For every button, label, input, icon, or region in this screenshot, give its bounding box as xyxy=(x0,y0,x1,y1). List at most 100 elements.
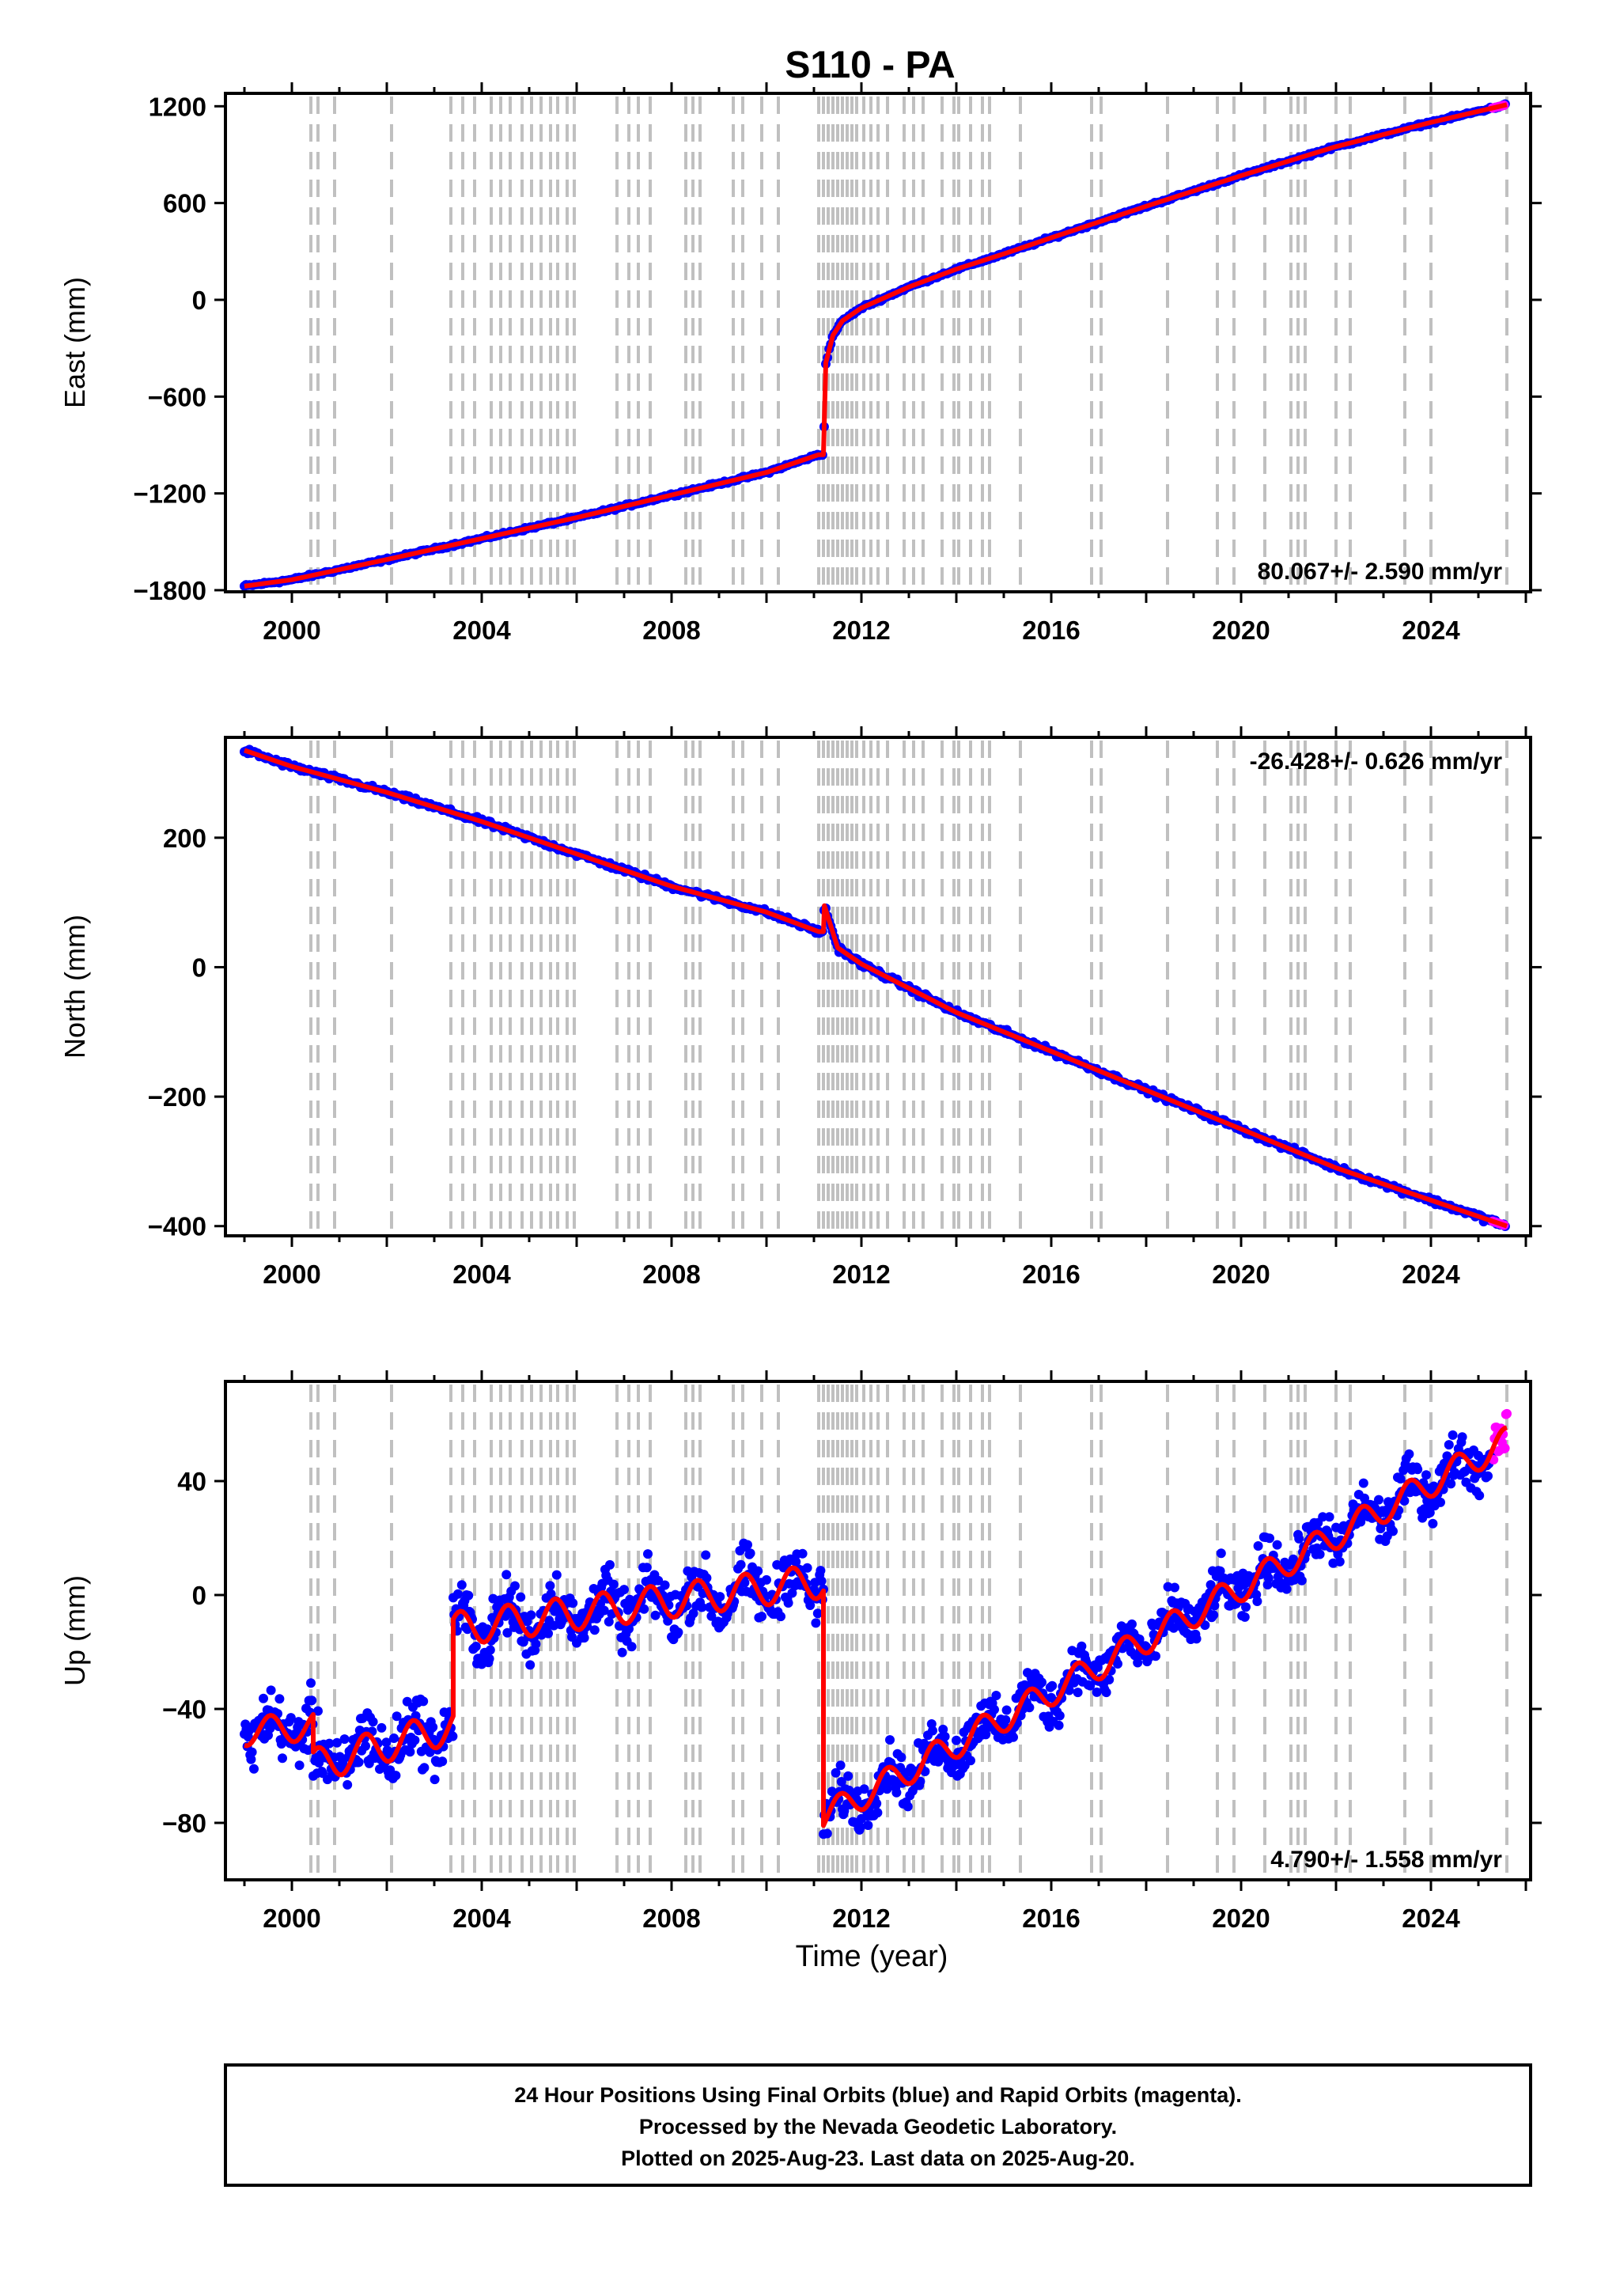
x-tick-label: 2004 xyxy=(452,1260,511,1289)
data-point xyxy=(579,1633,589,1643)
data-point xyxy=(377,1722,387,1733)
data-point xyxy=(1399,1496,1410,1506)
y-tick-label: 0 xyxy=(192,286,206,315)
footer-line-1: 24 Hour Positions Using Final Orbits (bl… xyxy=(514,2083,1242,2107)
data-point xyxy=(1037,1677,1047,1688)
data-point xyxy=(510,1581,520,1591)
x-axis-label: Time (year) xyxy=(796,1940,948,1973)
data-points xyxy=(240,1408,1512,1839)
data-point xyxy=(314,1758,324,1767)
data-point xyxy=(306,1678,316,1688)
data-point xyxy=(776,1612,785,1622)
data-point xyxy=(688,1608,698,1619)
data-point xyxy=(1151,1651,1160,1661)
data-point xyxy=(339,1734,350,1745)
x-tick-label: 2000 xyxy=(263,1260,320,1289)
x-tick-label: 2016 xyxy=(1022,616,1080,645)
data-point xyxy=(697,1602,707,1612)
model-line xyxy=(244,102,1508,589)
chart-title: S110 - PA xyxy=(785,44,955,86)
y-tick-label: 600 xyxy=(163,189,206,218)
data-point xyxy=(1215,1566,1225,1576)
data-point xyxy=(531,1639,541,1649)
x-tick-label: 2000 xyxy=(263,616,320,645)
data-point xyxy=(811,1618,821,1628)
data-point xyxy=(1358,1478,1368,1488)
data-point xyxy=(1444,1440,1454,1450)
data-point xyxy=(624,1623,634,1634)
data-point xyxy=(1318,1512,1328,1522)
data-point xyxy=(836,1777,846,1786)
data-point xyxy=(430,1775,440,1785)
footer-line-2: Processed by the Nevada Geodetic Laborat… xyxy=(639,2115,1117,2139)
data-point xyxy=(259,1693,268,1703)
data-point xyxy=(1263,1573,1274,1583)
data-point xyxy=(791,1557,801,1567)
x-tick-label: 2008 xyxy=(642,616,700,645)
data-point xyxy=(471,1642,481,1651)
data-point xyxy=(1474,1491,1485,1501)
y-axis: −400 −200 0 200 xyxy=(148,824,1542,1241)
data-point xyxy=(891,1787,902,1798)
data-point xyxy=(368,1717,378,1727)
data-point xyxy=(626,1642,637,1652)
data-point xyxy=(1265,1533,1274,1544)
data-point xyxy=(543,1628,553,1639)
data-point xyxy=(822,1828,832,1839)
data-point xyxy=(1200,1620,1210,1631)
x-tick-label: 2016 xyxy=(1022,1904,1080,1933)
data-point xyxy=(1001,1705,1012,1715)
data-point xyxy=(1205,1580,1216,1590)
data-point xyxy=(274,1694,285,1704)
rapid-point xyxy=(1502,1408,1512,1419)
data-point xyxy=(863,1821,873,1830)
data-point xyxy=(1127,1619,1137,1629)
data-point xyxy=(501,1570,512,1580)
data-point xyxy=(1054,1720,1064,1730)
x-axis: 2000 2004 2008 2012 2016 2020 2024 xyxy=(243,726,1527,1289)
data-point xyxy=(706,1611,717,1621)
data-point xyxy=(673,1627,683,1638)
data-point xyxy=(835,1760,846,1771)
data-point xyxy=(816,1566,826,1576)
x-tick-label: 2012 xyxy=(832,616,890,645)
data-point xyxy=(885,1735,895,1745)
y-axis: −1800 −1200 −600 0 600 1200 xyxy=(133,92,1542,605)
velocity-label: -26.428+/- 0.626 mm/yr xyxy=(1250,748,1503,775)
x-tick-label: 2004 xyxy=(452,616,511,645)
data-point xyxy=(812,1608,823,1619)
rapid-point xyxy=(1500,1443,1510,1453)
plot-frame xyxy=(224,736,1532,1237)
data-point xyxy=(1428,1518,1438,1529)
x-tick-label: 2024 xyxy=(1402,1904,1460,1933)
data-point xyxy=(425,1747,435,1757)
data-point xyxy=(453,1589,463,1599)
data-point xyxy=(1133,1658,1143,1668)
data-point xyxy=(872,1808,883,1818)
data-point xyxy=(653,1575,664,1586)
data-point xyxy=(617,1647,627,1658)
up-panel: −80 −40 0 40 2000 2004 2008 2012 2016 2020 2024 Up … xyxy=(59,1370,1542,1933)
data-point xyxy=(485,1645,495,1655)
data-point xyxy=(855,1822,865,1832)
x-tick-label: 2024 xyxy=(1402,1260,1460,1289)
data-point xyxy=(753,1566,763,1576)
data-point xyxy=(286,1713,296,1723)
data-point xyxy=(1191,1634,1202,1644)
data-point xyxy=(1054,1711,1065,1721)
data-point xyxy=(1334,1556,1345,1567)
data-point xyxy=(843,1771,853,1781)
data-point xyxy=(715,1592,725,1602)
data-point xyxy=(294,1760,305,1771)
data-point xyxy=(608,1579,619,1589)
data-point xyxy=(1294,1533,1304,1544)
data-point xyxy=(266,1685,276,1695)
data-point xyxy=(276,1739,286,1749)
data-point xyxy=(1324,1512,1334,1522)
data-point xyxy=(1216,1548,1226,1559)
data-point xyxy=(428,1722,438,1732)
data-point xyxy=(660,1580,670,1590)
data-point xyxy=(1457,1432,1467,1442)
data-point xyxy=(1024,1703,1035,1713)
